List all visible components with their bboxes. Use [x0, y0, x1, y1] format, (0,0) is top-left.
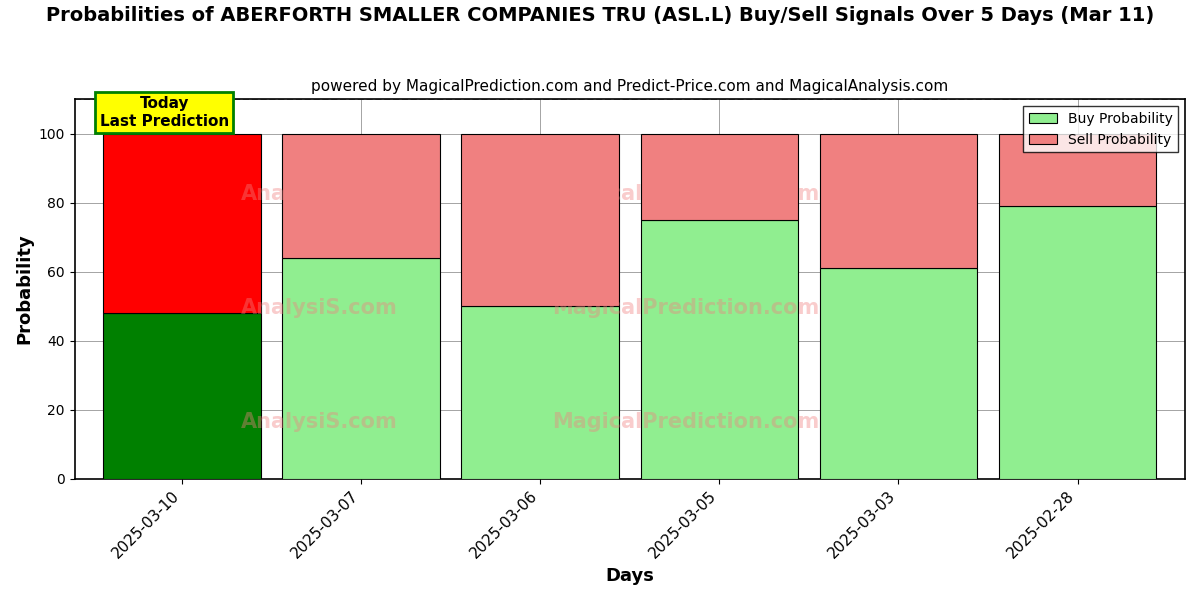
- Y-axis label: Probability: Probability: [16, 233, 34, 344]
- Bar: [998, 134, 1157, 206]
- Bar: [820, 268, 977, 479]
- Bar: [282, 258, 440, 479]
- Bar: [641, 134, 798, 220]
- Bar: [462, 306, 619, 479]
- Legend: Buy Probability, Sell Probability: Buy Probability, Sell Probability: [1024, 106, 1178, 152]
- Bar: [641, 220, 798, 479]
- Bar: [998, 206, 1157, 479]
- Title: powered by MagicalPrediction.com and Predict-Price.com and MagicalAnalysis.com: powered by MagicalPrediction.com and Pre…: [311, 79, 948, 94]
- Text: AnalysiS.com: AnalysiS.com: [240, 298, 397, 318]
- Bar: [820, 134, 977, 268]
- Text: Today
Last Prediction: Today Last Prediction: [100, 96, 229, 128]
- Text: Probabilities of ABERFORTH SMALLER COMPANIES TRU (ASL.L) Buy/Sell Signals Over 5: Probabilities of ABERFORTH SMALLER COMPA…: [46, 6, 1154, 25]
- Text: MagicalPrediction.com: MagicalPrediction.com: [552, 184, 818, 204]
- Bar: [103, 313, 260, 479]
- Text: MagicalPrediction.com: MagicalPrediction.com: [552, 298, 818, 318]
- Bar: [282, 134, 440, 258]
- Bar: [462, 134, 619, 306]
- Bar: [103, 134, 260, 313]
- Text: AnalysiS.com: AnalysiS.com: [240, 412, 397, 432]
- Text: AnalysiS.com: AnalysiS.com: [240, 184, 397, 204]
- Text: MagicalPrediction.com: MagicalPrediction.com: [552, 412, 818, 432]
- X-axis label: Days: Days: [605, 567, 654, 585]
